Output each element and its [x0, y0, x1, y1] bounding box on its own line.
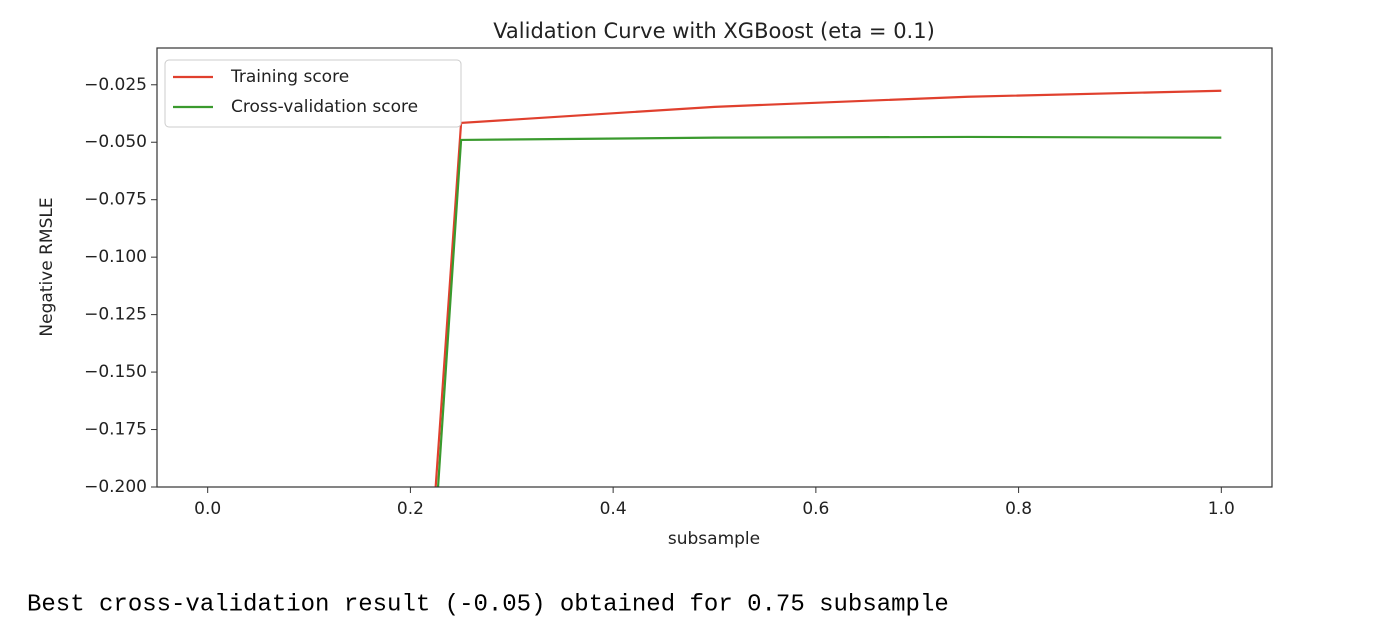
axes-frame	[156, 47, 1273, 488]
y-tick-label: −0.025	[84, 75, 147, 95]
y-tick-label: −0.075	[84, 190, 147, 210]
x-tick-label: 0.4	[600, 499, 627, 519]
x-tick-label: 0.8	[1005, 499, 1032, 519]
x-tick-label: 0.6	[802, 499, 829, 519]
x-axis-label: subsample	[668, 529, 760, 549]
y-tick-label: −0.200	[84, 477, 147, 497]
series-line	[434, 89, 1222, 487]
legend-label: Training score	[230, 67, 349, 87]
y-tick-label: −0.100	[84, 247, 147, 267]
y-tick-label: −0.050	[84, 132, 147, 152]
chart-title: Validation Curve with XGBoost (eta = 0.1…	[493, 19, 935, 43]
series-line	[436, 135, 1222, 487]
y-tick-label: −0.125	[84, 305, 147, 325]
legend-box	[164, 59, 462, 128]
x-tick-label: 0.2	[397, 499, 424, 519]
x-tick-label: 1.0	[1208, 499, 1235, 519]
y-axis-label: Negative RMSLE	[37, 197, 57, 336]
y-tick-label: −0.175	[84, 420, 147, 440]
plot-area	[434, 89, 1222, 487]
output-text: Best cross-validation result (-0.05) obt…	[27, 591, 949, 618]
y-tick-label: −0.150	[84, 362, 147, 382]
legend-label: Cross-validation score	[231, 97, 418, 117]
x-tick-label: 0.0	[194, 499, 221, 519]
